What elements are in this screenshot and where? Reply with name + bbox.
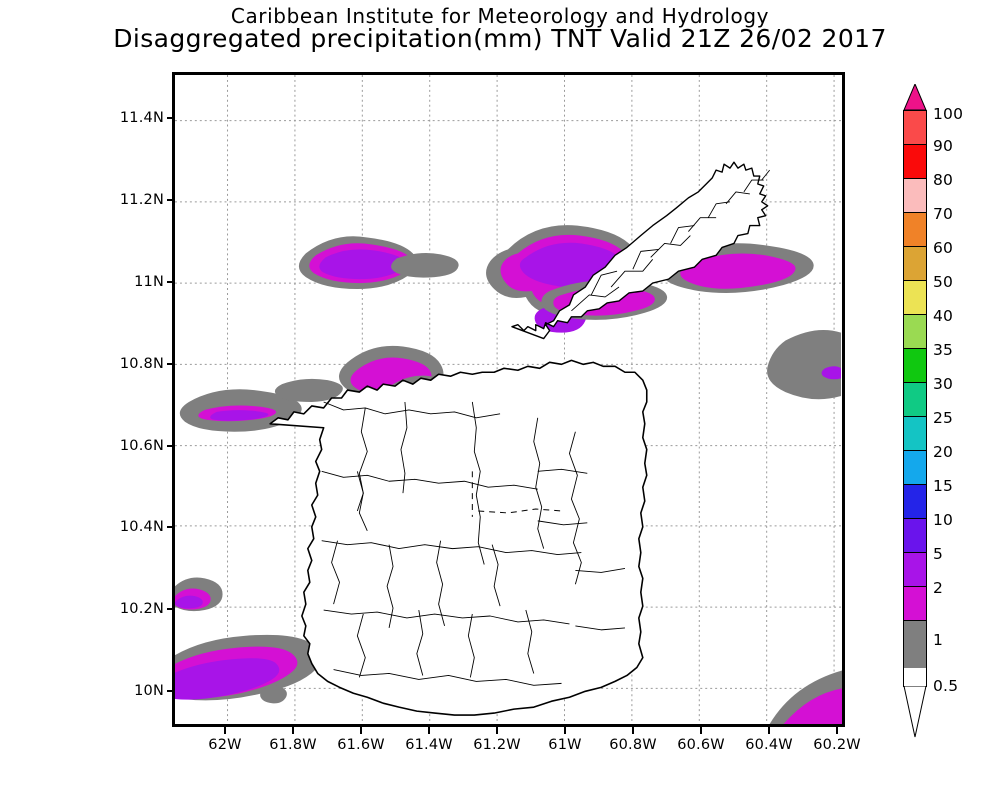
y-tick-mark xyxy=(167,199,174,201)
x-tick-mark xyxy=(768,727,770,734)
x-tick-mark xyxy=(428,727,430,734)
colorbar-segment-35-40 xyxy=(904,315,926,349)
page-title: Disaggregated precipitation(mm) TNT Vali… xyxy=(113,24,887,53)
precip-cell-north-coast-grey-small xyxy=(274,378,343,402)
colorbar-label-2: 2 xyxy=(933,579,944,597)
precip-cell-southwest-violet xyxy=(175,658,280,700)
precip-cell-tobago-east-magenta xyxy=(680,253,796,289)
x-tick-mark xyxy=(224,727,226,734)
y-tick-label-11N: 11N xyxy=(134,274,164,290)
colorbar-label-35: 35 xyxy=(933,341,954,359)
colorbar-label-90: 90 xyxy=(933,137,954,155)
x-tick-label-61-4W: 61.4W xyxy=(405,737,453,753)
x-tick-label-61W: 61W xyxy=(548,737,582,753)
colorbar-label-50: 50 xyxy=(933,273,954,291)
colorbar-segments xyxy=(903,110,927,687)
precip-cell-north-offshore-violet xyxy=(319,249,406,280)
precip-cell-west-edge-violet xyxy=(175,595,203,609)
y-tick-label-10-6N: 10.6N xyxy=(119,438,164,454)
tobago-internal-boundaries xyxy=(571,169,770,312)
precip-cell-east-offshore-violet xyxy=(821,366,842,380)
colorbar-label-30: 30 xyxy=(933,375,954,393)
x-tick-mark xyxy=(836,727,838,734)
y-tick-label-11-2N: 11.2N xyxy=(119,192,164,208)
precip-cell-southeast-corner-magenta xyxy=(783,688,842,724)
trinidad-internal-boundaries xyxy=(321,401,626,686)
x-tick-mark xyxy=(700,727,702,734)
precip-cell-peninsula-grey-dot xyxy=(260,685,287,704)
x-tick-label-60-8W: 60.8W xyxy=(609,737,657,753)
colorbar-segment-60-70 xyxy=(904,213,926,247)
colorbar-segment-1-2 xyxy=(904,587,926,621)
title-block: Caribbean Institute for Meteorology and … xyxy=(0,0,1000,53)
precip-cell-gulf-paria-violet xyxy=(210,410,269,421)
tobago-island xyxy=(511,161,770,340)
colorbar-segment-80-90 xyxy=(904,145,926,179)
y-tick-mark xyxy=(167,363,174,365)
x-tick-label-60-2W: 60.2W xyxy=(813,737,861,753)
x-tick-label-61-8W: 61.8W xyxy=(269,737,317,753)
y-tick-label-10-2N: 10.2N xyxy=(119,601,164,617)
colorbar-label-70: 70 xyxy=(933,205,954,223)
colorbar-label-60: 60 xyxy=(933,239,954,257)
colorbar-label-25: 25 xyxy=(933,409,954,427)
x-tick-label-60-6W: 60.6W xyxy=(677,737,725,753)
colorbar-label-0.5: 0.5 xyxy=(933,677,959,695)
colorbar-label-5: 5 xyxy=(933,545,944,563)
trinidad-island xyxy=(269,359,648,716)
colorbar-segment-90-100 xyxy=(904,111,926,145)
x-tick-label-61-2W: 61.2W xyxy=(473,737,521,753)
trinidad-dashed-boundaries xyxy=(471,471,562,517)
colorbar-segment-2-5 xyxy=(904,553,926,587)
colorbar-label-10: 10 xyxy=(933,511,954,529)
colorbar-label-15: 15 xyxy=(933,477,954,495)
colorbar-segment-0.5-1 xyxy=(904,621,926,668)
y-tick-label-10-8N: 10.8N xyxy=(119,356,164,372)
y-tick-mark xyxy=(167,526,174,528)
colorbar-segment-70-80 xyxy=(904,179,926,213)
precip-cell-east-offshore-grey xyxy=(767,329,842,400)
colorbar-label-20: 20 xyxy=(933,443,954,461)
institute-title: Caribbean Institute for Meteorology and … xyxy=(230,4,770,28)
x-tick-label-61-6W: 61.6W xyxy=(337,737,385,753)
y-tick-mark xyxy=(167,690,174,692)
colorbar-label-100: 100 xyxy=(933,105,964,123)
precip-cell-north-grey-small xyxy=(391,253,459,278)
precipitation-map xyxy=(175,75,842,724)
y-tick-mark xyxy=(167,608,174,610)
colorbar-segment-25-30 xyxy=(904,383,926,417)
x-tick-mark xyxy=(496,727,498,734)
x-tick-mark xyxy=(360,727,362,734)
x-tick-mark xyxy=(564,727,566,734)
colorbar-low-extend-arrow xyxy=(903,686,927,738)
x-tick-label-60-4W: 60.4W xyxy=(745,737,793,753)
colorbar-label-1: 1 xyxy=(933,631,944,649)
colorbar-segment-50-60 xyxy=(904,247,926,281)
colorbar-high-extend-arrow xyxy=(903,84,927,111)
colorbar-segment-20-25 xyxy=(904,417,926,451)
y-tick-label-10-4N: 10.4N xyxy=(119,519,164,535)
colorbar-segment-40-50 xyxy=(904,281,926,315)
x-tick-label-62W: 62W xyxy=(208,737,242,753)
y-tick-label-11-4N: 11.4N xyxy=(119,110,164,126)
precipitation-colorbar: 100 90 80 70 60 50 40 35 30 25 20 15 10 … xyxy=(903,84,963,738)
colorbar-segment-30-35 xyxy=(904,349,926,383)
colorbar-segment-15-20 xyxy=(904,451,926,485)
y-tick-mark xyxy=(167,445,174,447)
colorbar-segment-5-10 xyxy=(904,519,926,553)
colorbar-label-80: 80 xyxy=(933,171,954,189)
y-tick-mark xyxy=(167,117,174,119)
tobago-coastline xyxy=(511,161,769,340)
trinidad-coastline xyxy=(269,359,648,716)
x-tick-mark xyxy=(632,727,634,734)
map-plot-frame xyxy=(172,72,845,727)
colorbar-label-40: 40 xyxy=(933,307,954,325)
y-tick-label-10N: 10N xyxy=(134,683,164,699)
colorbar-segment-10-15 xyxy=(904,485,926,519)
y-tick-mark xyxy=(167,281,174,283)
x-tick-mark xyxy=(292,727,294,734)
